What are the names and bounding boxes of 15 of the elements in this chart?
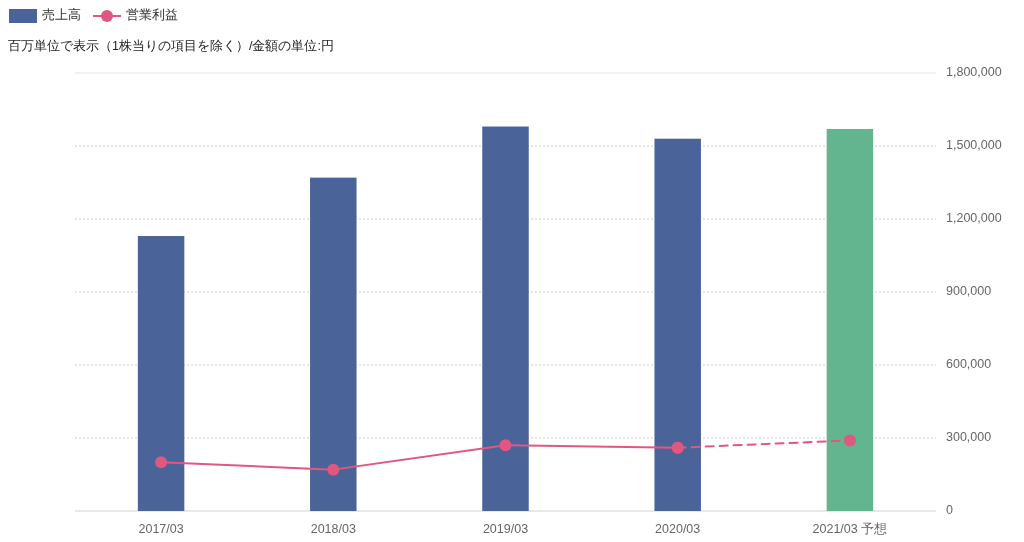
- xtick: 2018/03: [310, 522, 356, 536]
- xtick: 2017/03: [138, 522, 184, 536]
- legend-label: 売上高: [42, 7, 81, 23]
- legend-label: 営業利益: [126, 7, 178, 23]
- ytick: 1,200,000: [946, 211, 1002, 226]
- xtick: 2020/03: [655, 522, 701, 536]
- xtick: 2021/03 予想: [812, 522, 888, 536]
- ytick: 0: [946, 503, 953, 518]
- ytick: 900,000: [946, 284, 992, 299]
- xtick: 2019/03: [482, 522, 529, 536]
- ytick: 1,500,000: [946, 138, 1002, 153]
- ytick: 300,000: [946, 430, 992, 445]
- ytick: 1,800,000: [946, 65, 1002, 80]
- ytick: 600,000: [946, 357, 992, 372]
- chart-subtitle: 百万単位で表示（1株当りの項目を除く）/金額の単位:円: [8, 39, 334, 54]
